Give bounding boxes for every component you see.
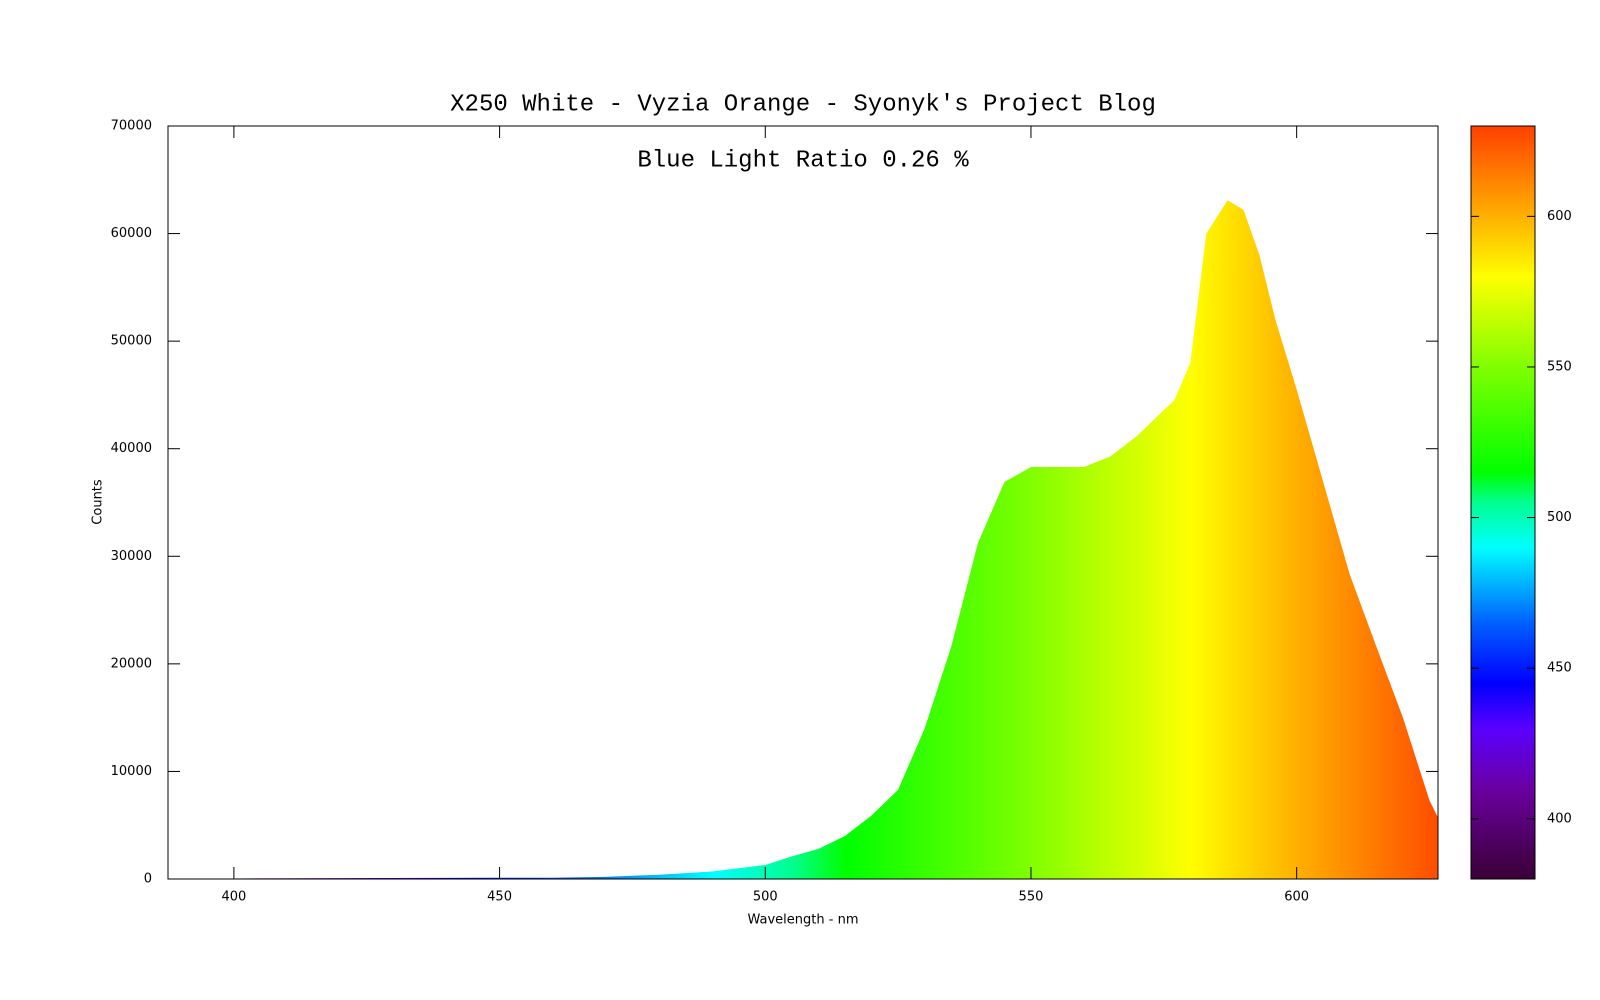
colorbar-tick-label: 400 <box>1547 811 1572 826</box>
x-tick-label: 450 <box>487 890 512 905</box>
annotation: Blue Light Ratio 0.26 % <box>637 147 969 174</box>
y-tick-label: 30000 <box>111 549 152 564</box>
y-axis-label: Counts <box>91 479 106 525</box>
y-tick-label: 50000 <box>111 334 152 349</box>
x-tick-label: 400 <box>221 890 246 905</box>
colorbar-tick-label: 550 <box>1547 359 1572 374</box>
colorbar-tick-label: 600 <box>1547 209 1572 224</box>
x-tick-label: 500 <box>753 890 778 905</box>
colorbar <box>1470 125 1536 880</box>
y-tick-label: 10000 <box>111 764 152 779</box>
plot-frame <box>167 125 1439 880</box>
spectrum-area <box>170 200 1439 879</box>
chart-title: X250 White - Vyzia Orange - Syonyk's Pro… <box>450 91 1156 118</box>
colorbar-tick-label: 450 <box>1547 661 1572 676</box>
y-tick-label: 20000 <box>111 656 152 671</box>
x-tick-label: 550 <box>1019 890 1044 905</box>
y-tick-label: 70000 <box>111 119 152 134</box>
y-tick-label: 60000 <box>111 226 152 241</box>
x-tick-label: 600 <box>1284 890 1309 905</box>
y-tick-label: 40000 <box>111 441 152 456</box>
x-axis-label: Wavelength - nm <box>748 913 859 928</box>
colorbar-tick-label: 500 <box>1547 510 1572 525</box>
y-tick-label: 0 <box>144 872 152 887</box>
